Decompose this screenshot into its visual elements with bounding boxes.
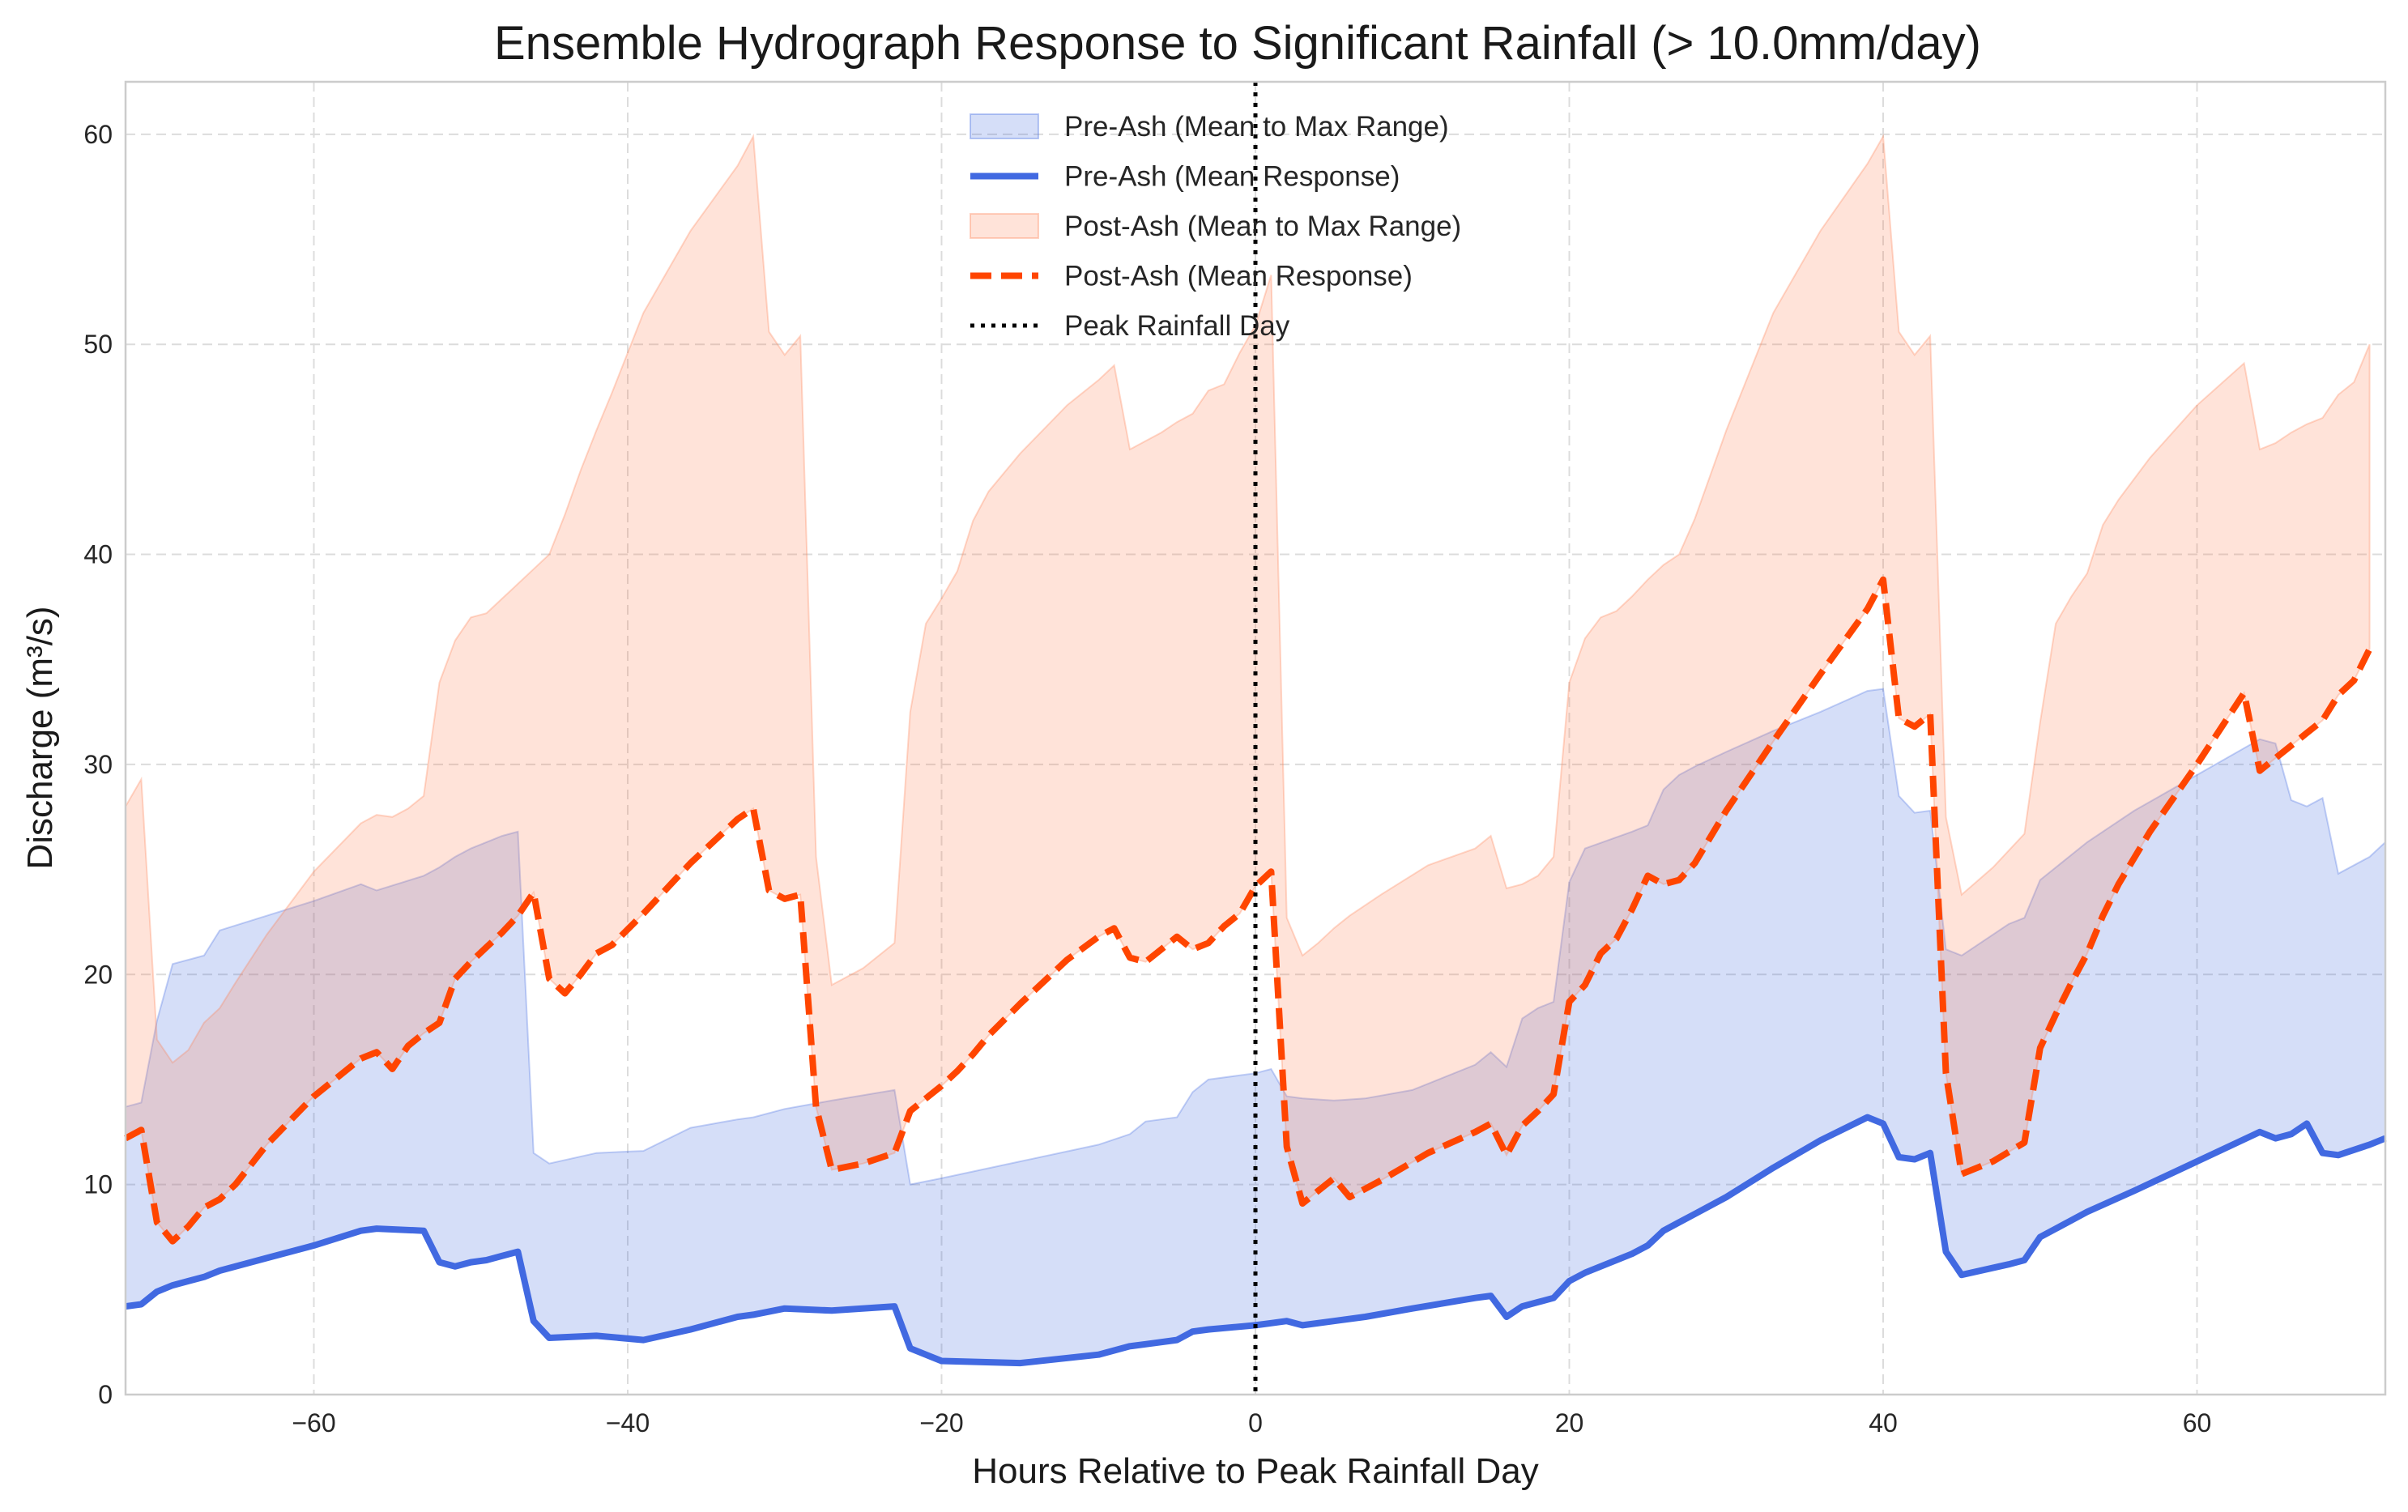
x-axis-label: Hours Relative to Peak Rainfall Day: [972, 1451, 1538, 1491]
legend-pre-ash-range-label: Pre-Ash (Mean to Max Range): [1064, 111, 1449, 143]
y-tick-label: 40: [83, 540, 113, 569]
chart-title: Ensemble Hydrograph Response to Signific…: [494, 17, 1981, 70]
legend: Pre-Ash (Mean to Max Range) Pre-Ash (Mean…: [970, 111, 1461, 342]
x-tick-label: 20: [1555, 1408, 1584, 1437]
legend-pre-ash-range-swatch: [970, 113, 1039, 139]
y-tick-label: 30: [83, 750, 113, 779]
legend-pre-ash-mean-label: Pre-Ash (Mean Response): [1064, 161, 1400, 193]
y-tick-label: 50: [83, 330, 113, 359]
plot-area: [124, 80, 2387, 1396]
x-axis-ticks: −60 −40 −20 0 20 40 60: [292, 1408, 2211, 1437]
legend-post-ash-mean-label: Post-Ash (Mean Response): [1064, 261, 1413, 292]
legend-post-ash-range-label: Post-Ash (Mean to Max Range): [1064, 211, 1461, 242]
mean-lines: [124, 576, 2387, 1367]
plot-frame: [124, 80, 2387, 1396]
x-tick-label: −60: [292, 1408, 335, 1437]
y-tick-label: 0: [98, 1380, 113, 1409]
y-axis-label: Discharge (m³/s): [20, 606, 60, 869]
y-axis-ticks: 0 10 20 30 40 50 60: [83, 120, 113, 1409]
y-tick-label: 60: [83, 120, 113, 149]
y-tick-label: 20: [83, 960, 113, 989]
x-tick-label: 0: [1248, 1408, 1263, 1437]
legend-post-ash-range-swatch: [970, 213, 1039, 239]
post-ash-mean-line: [124, 576, 2373, 1245]
x-tick-label: −40: [606, 1408, 650, 1437]
y-tick-label: 10: [83, 1170, 113, 1199]
x-tick-label: −20: [919, 1408, 963, 1437]
x-tick-label: 60: [2183, 1408, 2212, 1437]
x-tick-label: 40: [1869, 1408, 1898, 1437]
pre-ash-mean-line: [125, 1114, 2387, 1367]
legend-peak-rainfall-label: Peak Rainfall Day: [1064, 310, 1290, 342]
